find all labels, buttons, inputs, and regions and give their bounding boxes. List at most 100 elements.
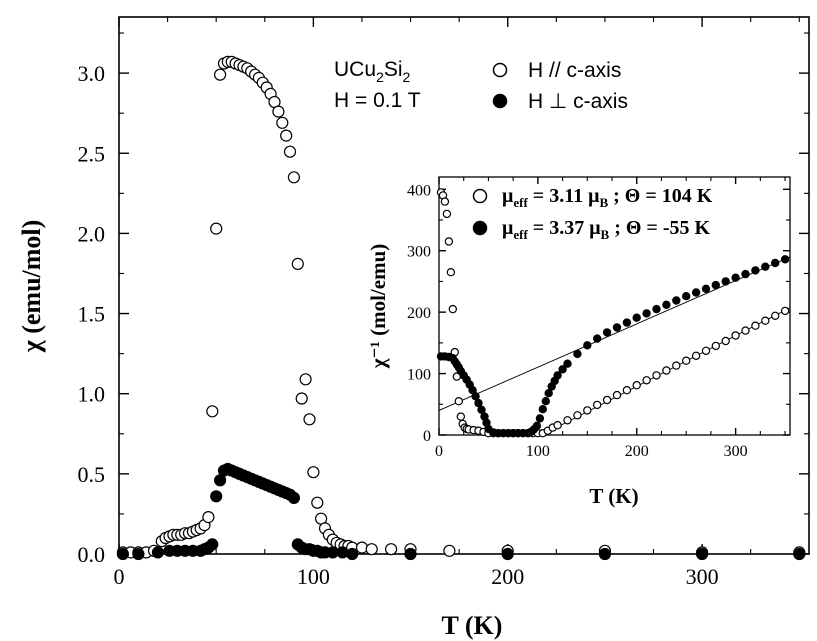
- inset-data-point: [652, 371, 661, 380]
- inset-data-point: [573, 349, 582, 359]
- inset-data-point: [446, 268, 456, 277]
- inset-legend: μeff = 3.11 μB ; Θ = 104 K μeff = 3.37 μ…: [472, 185, 713, 242]
- main-x-tick-label: 300: [686, 564, 719, 589]
- inset-series-filled: [436, 255, 790, 438]
- inset-data-point: [682, 356, 691, 365]
- inset-data-point: [602, 395, 612, 405]
- legend-marker-parallel: [492, 62, 508, 78]
- inset-x-tick-label: 200: [625, 443, 649, 460]
- inset-x-tick-label: 0: [435, 443, 443, 460]
- main-data-point: [695, 547, 709, 561]
- inset-data-point: [672, 361, 681, 370]
- main-data-point: [443, 544, 456, 557]
- inset-data-point: [701, 346, 711, 355]
- main-data-point: [404, 547, 417, 561]
- field-annotation: H = 0.1 T: [334, 89, 421, 112]
- inset-data-point: [691, 351, 701, 360]
- inset-data-point: [442, 209, 452, 219]
- main-data-point: [346, 547, 359, 561]
- inset-data-point: [593, 334, 602, 343]
- main-x-axis-title: T (K): [442, 611, 503, 640]
- inset-data-point: [602, 328, 612, 337]
- inset-data-point: [612, 390, 622, 400]
- inset-y-tick-label: 100: [407, 367, 431, 384]
- compound-annotation: UCu2Si2: [334, 58, 411, 85]
- inset-plot: 0 100 200 300 0 100 200 300 400 T (K) χ⁻¹ (mol/e…: [366, 176, 791, 508]
- inset-data-point: [741, 326, 750, 335]
- inset-data-point: [583, 406, 592, 415]
- inset-data-point: [721, 336, 730, 346]
- legend-label-parallel: H // c-axis: [528, 59, 621, 82]
- main-plot-frame: [118, 16, 810, 555]
- main-y-tick-label: 1.5: [78, 302, 106, 327]
- main-data-point: [598, 547, 612, 561]
- main-data-point: [206, 538, 219, 551]
- inset-y-tick-label: 0: [423, 428, 431, 445]
- main-axis-tick-labels: 0 100 200 300 0.0 0.5 1.0 1.5 2.0 2.5 3.0: [78, 61, 719, 589]
- inset-data-point: [622, 386, 632, 395]
- main-y-tick-label: 3.0: [78, 61, 106, 86]
- main-y-tick-label: 0.5: [78, 462, 106, 487]
- inset-data-point: [711, 280, 721, 290]
- main-data-point: [283, 145, 297, 158]
- inset-data-point: [444, 237, 454, 246]
- inset-data-point: [541, 397, 551, 406]
- inset-data-point: [454, 397, 463, 406]
- inset-data-point: [751, 321, 760, 330]
- inset-data-point: [780, 306, 790, 316]
- inset-data-point: [741, 269, 750, 279]
- main-data-point: [299, 373, 312, 386]
- main-data-point: [116, 547, 130, 561]
- inset-plot-frame: [438, 176, 791, 436]
- inset-data-point: [535, 414, 545, 423]
- main-data-point: [276, 116, 289, 129]
- main-data-point: [295, 392, 308, 405]
- main-data-point: [210, 222, 223, 235]
- main-data-point: [291, 257, 304, 270]
- main-data-point: [303, 413, 316, 426]
- inset-data-point: [532, 421, 542, 430]
- inset-axis-tick-labels: 0 100 200 300 0 100 200 300 400: [407, 182, 748, 460]
- main-data-point: [287, 171, 300, 184]
- main-y-tick-label: 1.0: [78, 382, 106, 407]
- inset-legend-marker-open: [472, 188, 488, 204]
- inset-x-axis-title: T (K): [589, 484, 638, 508]
- main-y-tick-label: 2.5: [78, 141, 106, 166]
- main-data-point: [793, 547, 806, 561]
- main-x-tick-label: 0: [114, 564, 125, 589]
- main-data-point: [287, 491, 300, 504]
- inset-data-point: [440, 197, 450, 206]
- inset-data-point: [583, 341, 592, 350]
- inset-data-point: [573, 411, 582, 420]
- inset-data-point: [553, 371, 562, 380]
- inset-data-point: [563, 416, 572, 425]
- inset-data-point: [593, 400, 602, 410]
- inset-data-point: [471, 392, 480, 401]
- main-x-tick-label: 200: [491, 564, 524, 589]
- inset-data-point: [731, 331, 740, 340]
- inset-data-point: [474, 398, 483, 408]
- inset-data-point: [558, 365, 567, 374]
- inset-legend-marker-filled: [472, 220, 488, 236]
- inset-data-point: [622, 318, 632, 327]
- inset-legend-label-open: μeff = 3.11 μB ; Θ = 104 K: [502, 185, 713, 210]
- inset-curie-weiss-fit-line: [438, 256, 791, 411]
- main-data-point: [280, 129, 293, 142]
- legend-label-perpendicular: H ⊥ c-axis: [528, 90, 628, 113]
- legend-marker-perpendicular: [492, 93, 508, 109]
- inset-data-point: [721, 277, 730, 286]
- inset-data-point: [662, 366, 671, 375]
- main-plot: 0 100 200 300 0.0 0.5 1.0 1.5 2.0 2.5 3.0 T (K) χ …: [17, 16, 810, 640]
- inset-data-point: [538, 405, 548, 414]
- inset-data-point: [761, 316, 770, 325]
- inset-data-point: [652, 304, 661, 314]
- inset-data-point: [771, 258, 780, 268]
- main-axis-ticks: [118, 17, 809, 555]
- main-data-point: [210, 490, 223, 503]
- inset-data-point: [701, 284, 711, 293]
- inset-data-point: [731, 273, 740, 282]
- inset-data-point: [612, 323, 622, 332]
- inset-data-point: [672, 296, 681, 305]
- inset-y-tick-label: 200: [407, 305, 431, 322]
